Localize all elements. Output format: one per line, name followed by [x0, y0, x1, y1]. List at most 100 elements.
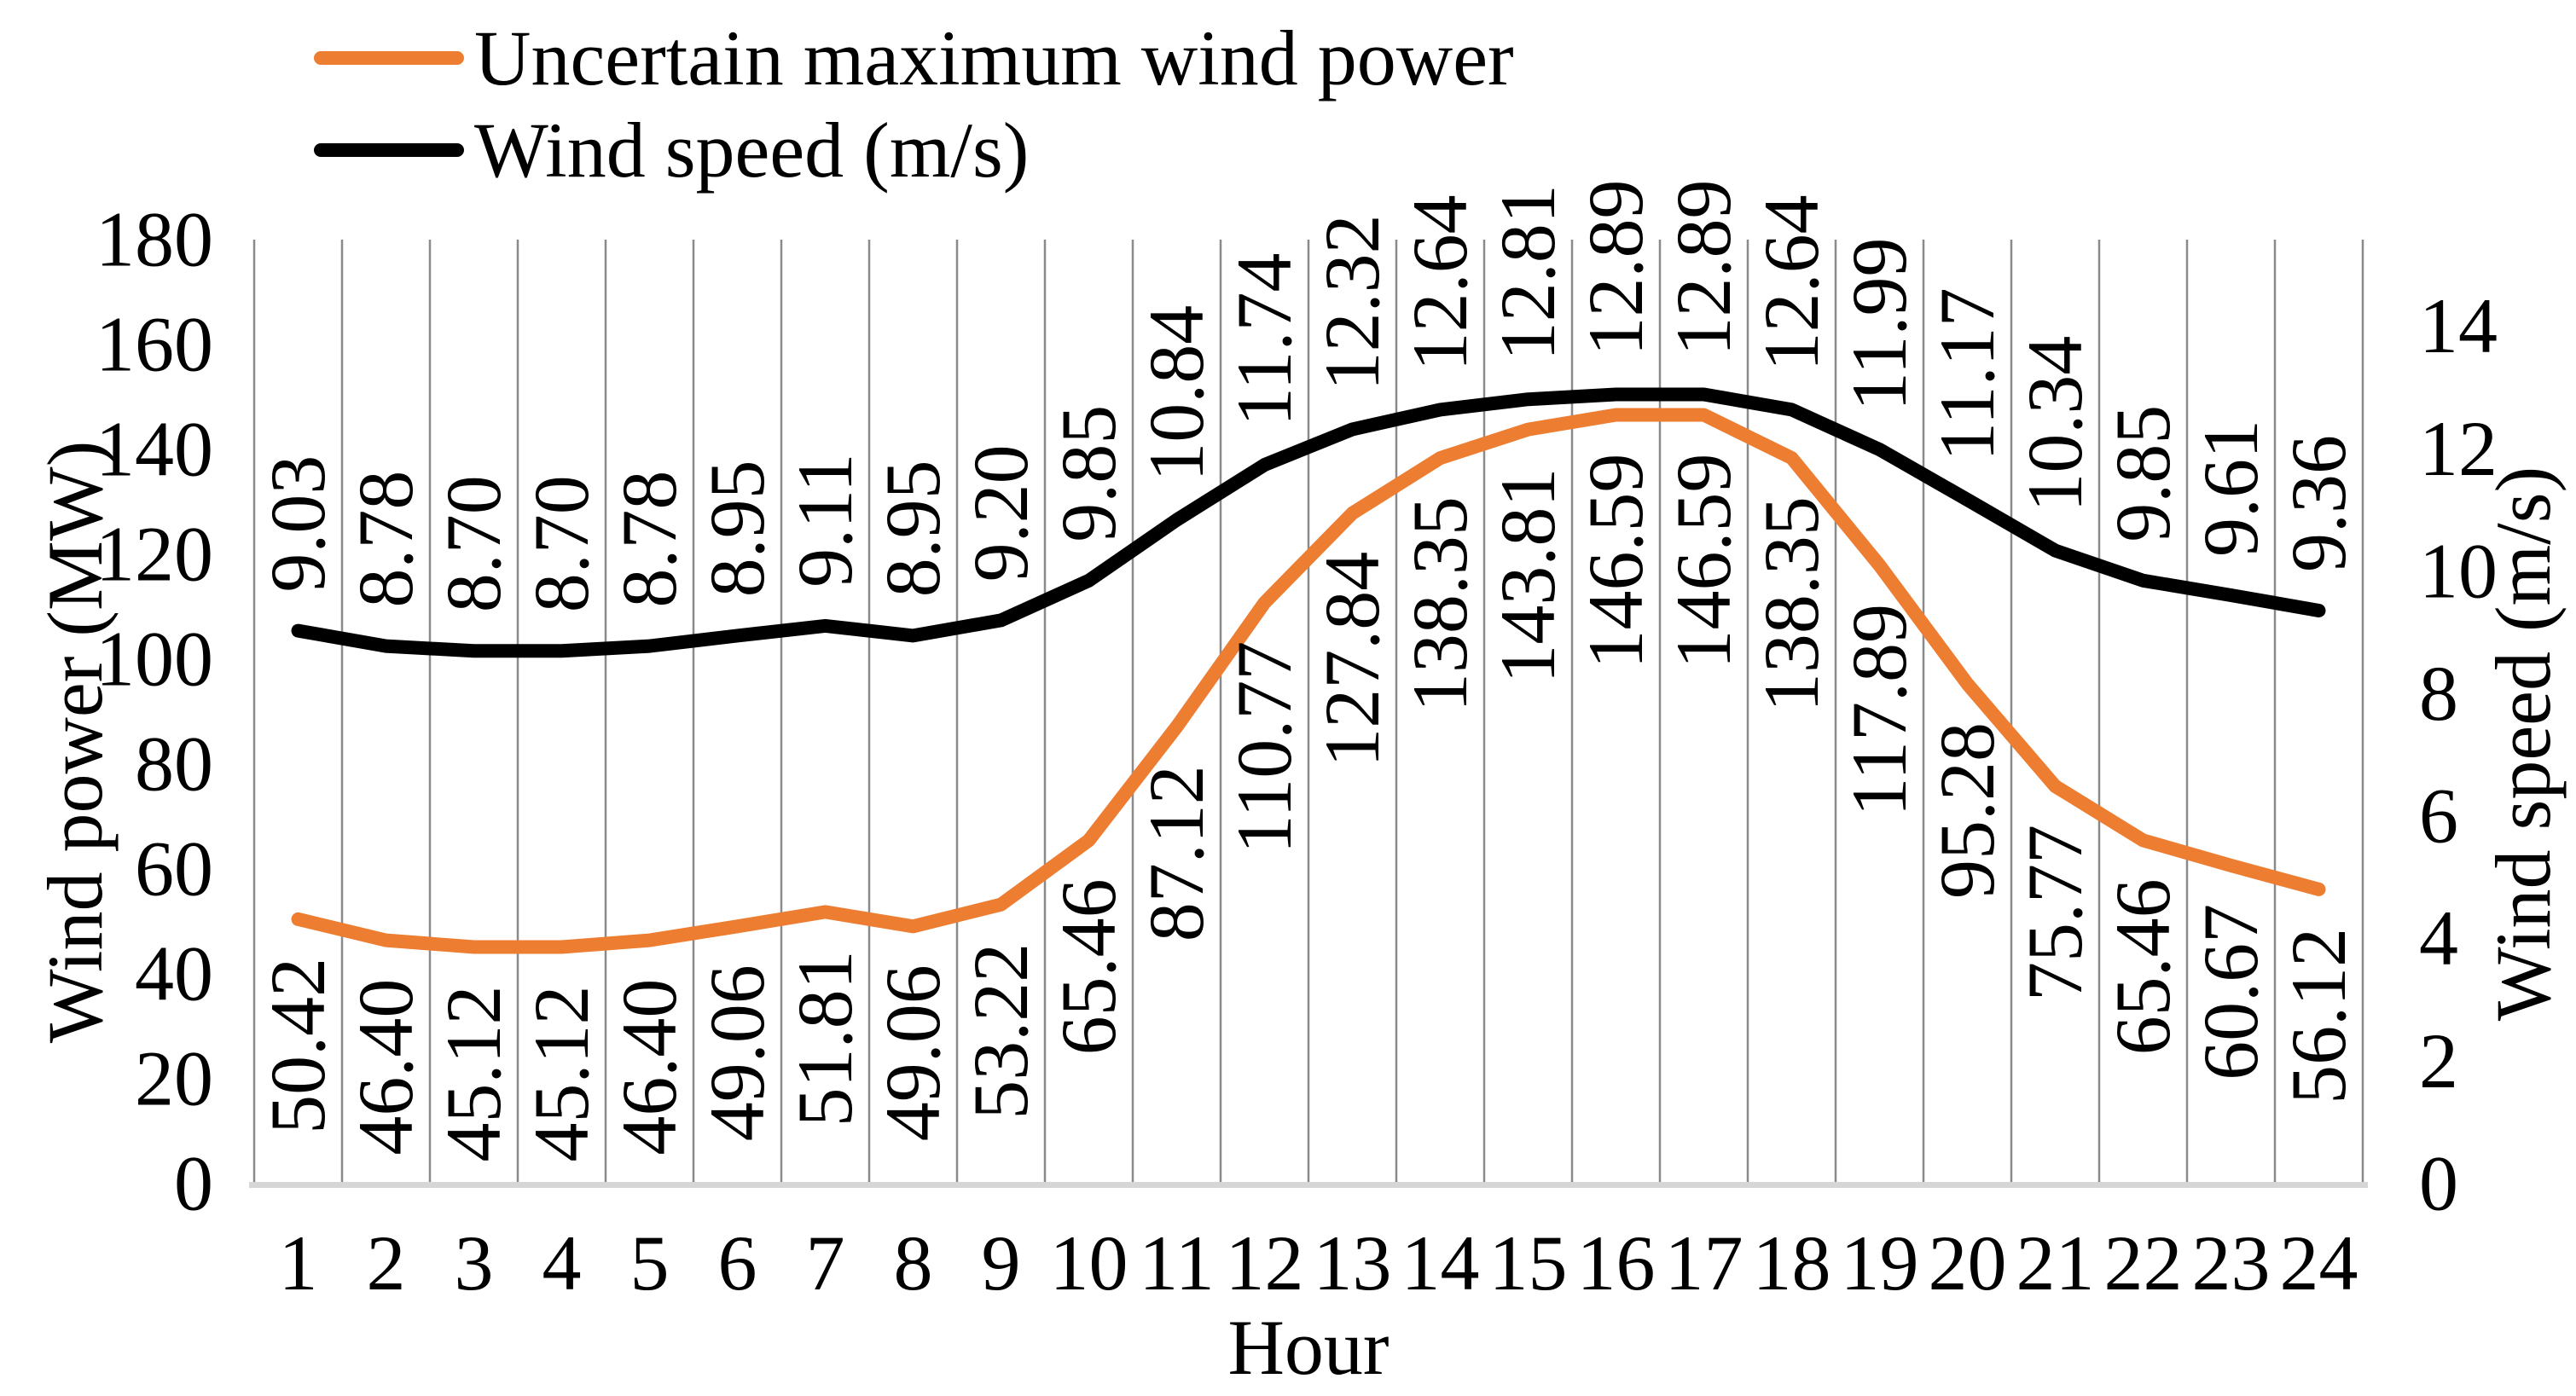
data-label-wind-power: 60.67 [2187, 904, 2274, 1080]
data-label-wind-speed: 9.85 [2099, 405, 2186, 542]
series-line-wind-speed [291, 387, 2326, 658]
legend-item-wind-speed: Wind speed (m/s) [314, 107, 1030, 194]
data-label-wind-power: 117.89 [1836, 604, 1923, 817]
black-line-sample [314, 143, 464, 157]
x-axis-title: Hour [1227, 1304, 1390, 1391]
x-axis-tick-label: 2 [367, 1219, 406, 1306]
x-axis-tick-label: 4 [542, 1219, 582, 1306]
right-axis-tick-label: 0 [2419, 1139, 2458, 1226]
x-axis-tick-label: 19 [1841, 1219, 1919, 1306]
legend-item-wind-power: Uncertain maximum wind power [314, 14, 1514, 101]
right-axis-tick-label: 8 [2419, 650, 2458, 737]
x-axis-tick-label: 21 [2016, 1219, 2095, 1306]
x-axis-tick-label: 10 [1050, 1219, 1128, 1306]
data-label-wind-power: 53.22 [957, 943, 1044, 1120]
x-axis-tick-label: 1 [279, 1219, 318, 1306]
x-axis-line [249, 1182, 2368, 1188]
left-axis-tick-label: 20 [135, 1034, 213, 1121]
data-label-wind-speed: 9.20 [957, 444, 1044, 582]
data-label-wind-speed: 8.95 [869, 460, 956, 597]
orange-line-sample [314, 51, 464, 65]
x-axis-tick-label: 8 [894, 1219, 933, 1306]
data-label-wind-speed: 9.61 [2187, 420, 2274, 557]
right-axis-tick-label: 12 [2419, 405, 2498, 492]
data-label-wind-power: 45.12 [430, 986, 517, 1162]
x-axis-tick-label: 20 [1929, 1219, 2007, 1306]
data-label-wind-speed: 8.95 [693, 460, 780, 597]
left-axis-tick-label: 140 [96, 405, 213, 492]
x-axis-tick-label: 11 [1139, 1219, 1215, 1306]
x-axis-tick-label: 23 [2192, 1219, 2271, 1306]
data-label-wind-power: 75.77 [2011, 825, 2098, 1001]
data-label-wind-power: 143.81 [1484, 468, 1571, 684]
data-label-wind-speed: 9.85 [1045, 405, 1132, 542]
x-axis-tick-label: 16 [1577, 1219, 1656, 1306]
x-axis-tick-label: 13 [1314, 1219, 1392, 1306]
left-axis-tick-label: 120 [96, 510, 213, 597]
x-axis-tick-label: 22 [2104, 1219, 2183, 1306]
data-label-wind-power: 146.59 [1572, 454, 1659, 669]
x-axis-tick-label: 15 [1489, 1219, 1568, 1306]
x-axis-tick-label: 7 [806, 1219, 845, 1306]
data-label-wind-power: 51.81 [781, 950, 868, 1127]
data-label-wind-speed: 9.36 [2275, 435, 2362, 572]
data-label-wind-power: 146.59 [1660, 454, 1747, 669]
data-label-wind-power: 49.06 [693, 964, 780, 1141]
data-label-wind-speed: 9.03 [254, 455, 341, 593]
right-axis-tick-label: 2 [2419, 1017, 2458, 1104]
data-label-wind-speed: 10.84 [1133, 305, 1220, 482]
data-label-wind-speed: 8.70 [430, 475, 517, 612]
data-label-wind-speed: 12.89 [1660, 180, 1747, 356]
data-label-wind-speed: 8.78 [606, 471, 693, 608]
data-label-wind-power: 95.28 [1923, 722, 2010, 899]
x-axis-tick-label: 18 [1753, 1219, 1831, 1306]
x-axis-tick-label: 14 [1401, 1219, 1480, 1306]
x-axis-tick-label: 9 [982, 1219, 1021, 1306]
left-axis-title: Wind power (MW) [32, 440, 119, 1044]
x-axis-tick-label: 17 [1665, 1219, 1743, 1306]
x-axis-tick-label: 3 [455, 1219, 494, 1306]
right-axis-tick-label: 6 [2419, 773, 2458, 860]
data-label-wind-power: 56.12 [2275, 928, 2362, 1104]
legend-label-wind-power: Uncertain maximum wind power [474, 14, 1514, 101]
data-label-wind-power: 65.46 [1045, 878, 1132, 1055]
series-line-wind-power [291, 408, 2326, 954]
left-axis-tick-label: 80 [135, 720, 213, 807]
data-label-wind-speed: 8.78 [342, 471, 429, 608]
data-label-wind-speed: 12.32 [1308, 214, 1395, 391]
data-label-wind-speed: 9.11 [781, 453, 868, 588]
right-axis-tick-label: 4 [2419, 895, 2458, 982]
data-label-wind-power: 50.42 [254, 958, 341, 1134]
right-axis-title: Wind speed (m/s) [2480, 466, 2567, 1022]
data-label-wind-power: 65.46 [2099, 878, 2186, 1055]
data-label-wind-speed: 11.17 [1923, 287, 2010, 461]
data-label-wind-speed: 12.81 [1484, 184, 1571, 361]
data-label-wind-speed: 12.64 [1396, 194, 1483, 371]
left-axis-tick-label: 40 [135, 930, 213, 1017]
data-label-wind-power: 46.40 [606, 979, 693, 1156]
left-axis-tick-label: 180 [96, 195, 213, 282]
x-axis-tick-label: 24 [2280, 1219, 2358, 1306]
left-axis-tick-label: 160 [96, 300, 213, 387]
left-axis-tick-label: 0 [174, 1139, 213, 1226]
data-label-wind-speed: 8.70 [518, 475, 605, 612]
x-axis-tick-label: 12 [1226, 1219, 1304, 1306]
data-label-wind-power: 138.35 [1748, 496, 1835, 712]
data-label-wind-speed: 12.64 [1748, 194, 1835, 371]
data-label-wind-power: 127.84 [1308, 552, 1395, 768]
data-label-wind-power: 46.40 [342, 979, 429, 1156]
right-axis-tick-label: 10 [2419, 527, 2498, 614]
right-axis-tick-label: 14 [2419, 282, 2498, 369]
left-axis-tick-label: 100 [96, 615, 213, 702]
x-axis-tick-label: 6 [718, 1219, 757, 1306]
x-axis-tick-label: 5 [630, 1219, 670, 1306]
data-label-wind-power: 49.06 [869, 964, 956, 1141]
left-axis-tick-label: 60 [135, 825, 213, 912]
data-label-wind-power: 87.12 [1133, 765, 1220, 941]
legend-label-wind-speed: Wind speed (m/s) [474, 107, 1030, 194]
data-label-wind-power: 138.35 [1396, 496, 1483, 712]
data-label-wind-speed: 10.34 [2011, 336, 2098, 513]
data-label-wind-power: 45.12 [518, 986, 605, 1162]
